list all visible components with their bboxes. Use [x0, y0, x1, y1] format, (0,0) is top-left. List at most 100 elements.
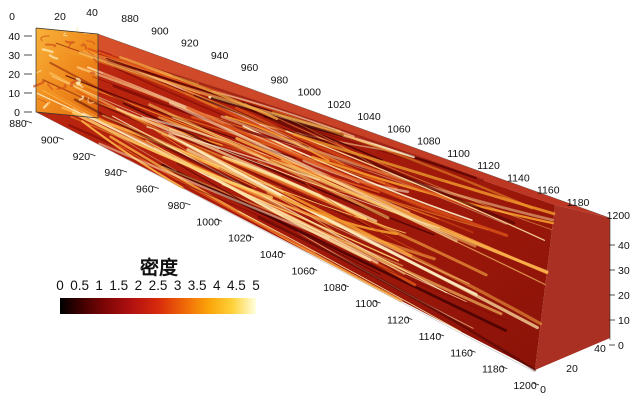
axis-tick-label: 1080 [323, 282, 347, 294]
front-face-swirl [31, 70, 42, 76]
axis-tick-label: 1060 [292, 265, 316, 277]
axis-tick-label: 20 [8, 69, 20, 81]
axis-tick-label: 960 [241, 62, 259, 74]
front-face-swirl [48, 53, 59, 60]
density-streak [83, 84, 440, 220]
density-streak [118, 144, 316, 254]
colorbar-tick-label: 4 [213, 278, 221, 293]
density-streak [161, 132, 488, 277]
density-streak [98, 142, 330, 240]
axis-tick-label: 1180 [482, 364, 505, 376]
axis-tick-label: 0 [618, 340, 624, 352]
colorbar-tick-labels: 0 0.5 1 1.5 2 2.5 3 3.5 4 4.5 5 [56, 278, 261, 294]
colorbar-tick-label: 0 [56, 278, 64, 293]
axis-tick-mark [342, 284, 350, 288]
box-edge [97, 33, 611, 219]
axis-tick-mark [374, 300, 381, 304]
axis-tick-label: 920 [181, 38, 199, 50]
axis-tick-label: 20 [566, 363, 578, 375]
density-colorbar: 密度 0 0.5 1 1.5 2 2.5 3 3.5 4 4.5 5 [56, 257, 261, 318]
axis-tick-mark [501, 366, 508, 370]
axis-tick-label: 980 [168, 200, 186, 212]
density-streak [183, 89, 345, 166]
axis-tick-label: 980 [271, 74, 289, 86]
axis-tick-mark [89, 153, 96, 157]
colorbar-tick-label: 3.5 [187, 278, 207, 293]
axis-tick-mark [532, 382, 540, 386]
front-face-swirl [75, 27, 80, 33]
axis-tick-mark [279, 251, 286, 255]
colorbar-tick-label: 1.5 [109, 278, 129, 293]
axis-tick-label: 20 [54, 11, 66, 23]
axis-tick-mark [25, 120, 33, 124]
density-streak [83, 96, 387, 236]
colorbar-title: 密度 [139, 257, 178, 279]
axis-tick-label: 900 [41, 134, 59, 146]
axis-tick-mark [120, 169, 128, 173]
axis-tick-label: 0 [14, 107, 20, 119]
axis-tick-label: 1040 [357, 111, 381, 123]
density-streak [148, 103, 390, 220]
box-edge [35, 111, 536, 373]
front-face-swirl [86, 40, 95, 45]
axis-tick-label: 10 [8, 88, 20, 100]
density-streak [281, 195, 399, 236]
axis-tick-label: 920 [73, 151, 91, 163]
axis-tick-label: 960 [136, 184, 154, 196]
axis-tick-label: 40 [8, 31, 20, 43]
axis-tick-label: 1120 [477, 160, 500, 172]
front-face-swirl [37, 98, 48, 104]
axis-tick-label: 880 [9, 118, 27, 130]
front-face-swirl [69, 79, 78, 88]
density-streak [305, 182, 433, 259]
front-face-swirl [63, 32, 68, 37]
axis-tick-label: 940 [211, 50, 229, 62]
density-streak [168, 101, 458, 243]
density-streak [285, 130, 546, 241]
density-streak [73, 98, 252, 190]
density-streak [109, 135, 403, 303]
axis-tick-mark [247, 235, 254, 239]
front-face-swirl [80, 43, 88, 50]
density-streak [235, 137, 549, 275]
front-face-swirl [92, 58, 98, 63]
density-streak [168, 128, 441, 229]
axis-tick-label: 40 [86, 7, 98, 19]
axis-tick-label: 1140 [507, 172, 530, 184]
front-face-swirl [64, 40, 75, 44]
axis-tick-label: 1000 [298, 87, 322, 99]
axis-tick-label: 1100 [355, 298, 378, 310]
axis-tick-label: 1060 [387, 123, 411, 135]
colorbar-tick-label: 0.5 [70, 278, 89, 293]
axis-tick-label: 1040 [260, 249, 284, 261]
colorbar-tick-label: 1 [95, 278, 103, 293]
axis-tick-label: 1020 [228, 233, 252, 245]
front-face-swirl [68, 42, 73, 49]
axis-tick-label: 1200 [607, 210, 631, 222]
axis-tick-label: 1080 [417, 136, 441, 148]
axis-tick-label: 1100 [447, 148, 470, 160]
density-streak [113, 66, 369, 171]
density-streak [238, 210, 462, 333]
axis-tick-label: 1160 [537, 185, 560, 197]
front-face-swirl [89, 71, 96, 76]
axis-tick-label: 1120 [387, 315, 410, 327]
density-volume [31, 27, 611, 373]
axis-tick-mark [437, 333, 445, 337]
axis-tick-label: 900 [151, 25, 169, 37]
density-streak [234, 106, 479, 211]
density-streak [209, 174, 372, 262]
density-streak [168, 133, 478, 296]
density-streak [78, 51, 341, 134]
axis-tick-label: 40 [618, 240, 630, 252]
axis-tick-label: 30 [8, 50, 20, 62]
density-streak [236, 102, 516, 225]
density-streak [118, 56, 279, 121]
volume-right-face [535, 205, 610, 370]
axis-tick-label: 1140 [419, 331, 442, 343]
axis-tick-mark [215, 218, 223, 222]
density-streaks [31, 27, 556, 372]
front-face-swirl [45, 43, 57, 48]
